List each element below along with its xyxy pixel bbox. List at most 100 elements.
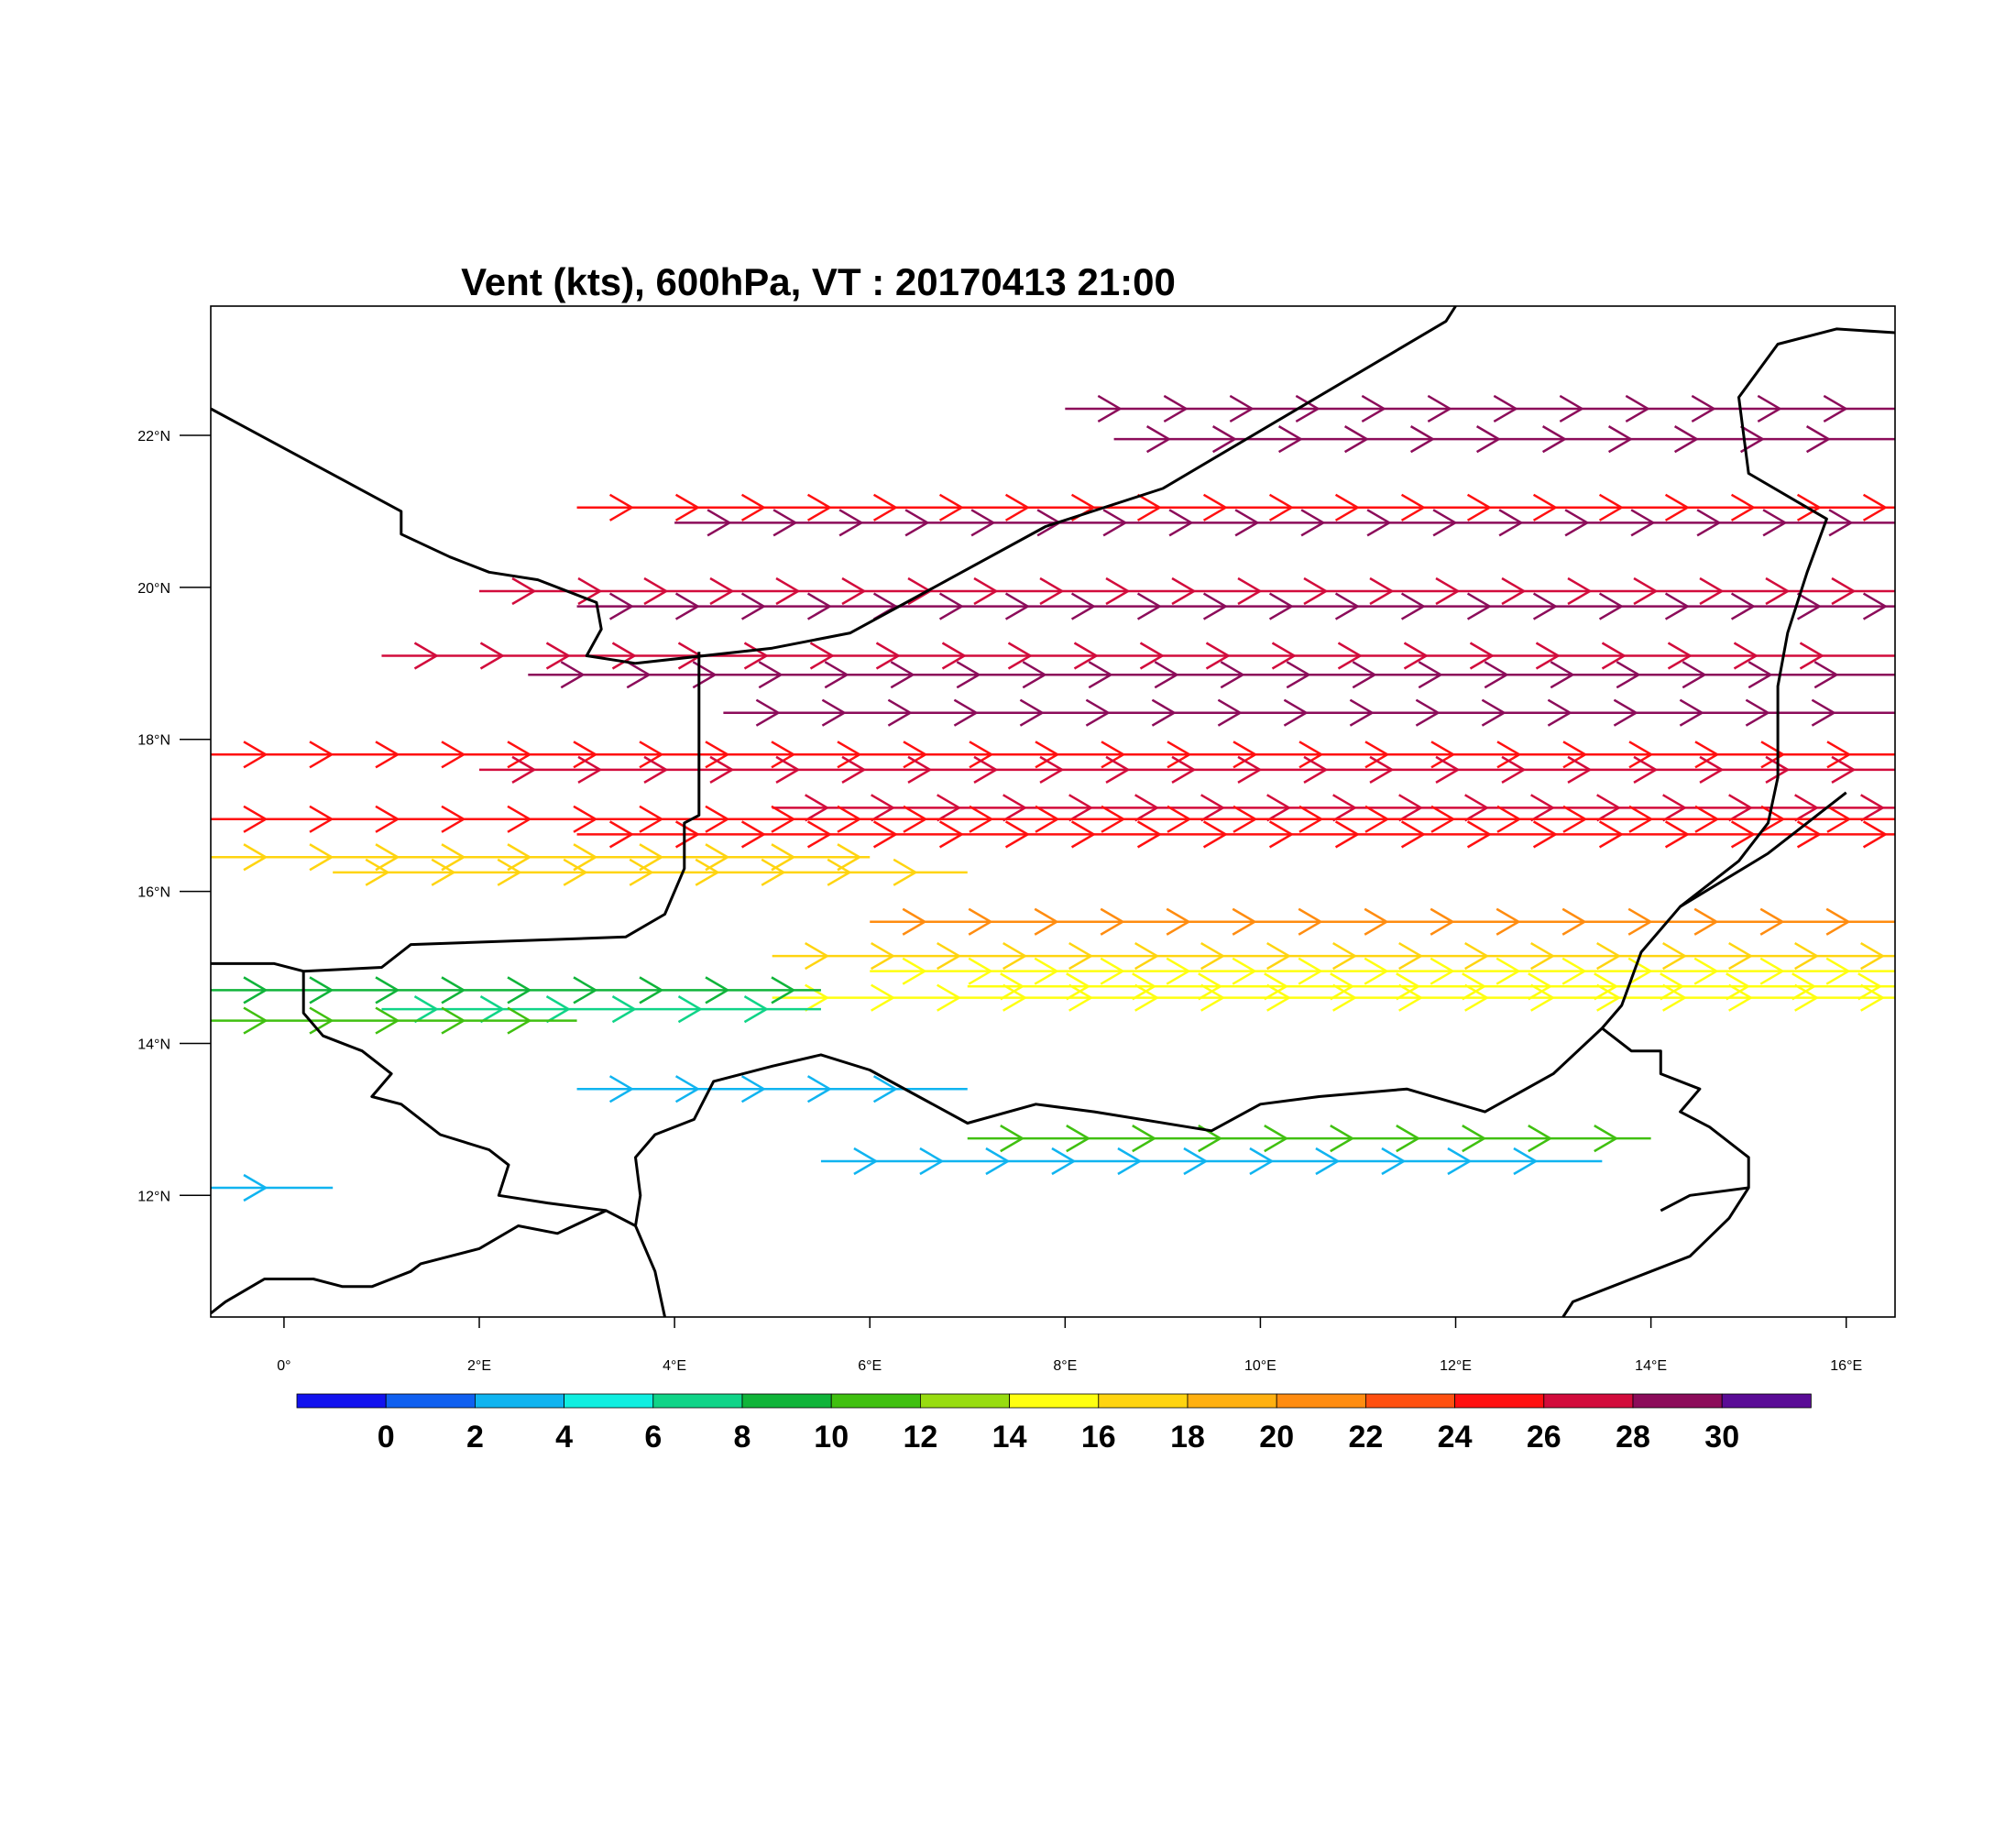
colorbar-label: 12 — [903, 1420, 937, 1454]
colorbar-label: 18 — [1170, 1420, 1205, 1454]
wind-arrow — [1796, 493, 1823, 521]
wind-arrow — [608, 820, 635, 849]
wind-arrow — [1813, 661, 1839, 689]
wind-arrow — [1332, 983, 1358, 1012]
wind-arrow — [1232, 907, 1257, 936]
wind-arrow — [1237, 576, 1263, 606]
wind-arrow — [740, 592, 767, 620]
wind-arrow — [507, 805, 532, 833]
wind-arrow — [1004, 493, 1031, 521]
wind-arrow — [1039, 576, 1065, 606]
wind-arrow — [1295, 394, 1320, 423]
wind-arrow — [1361, 394, 1386, 423]
wind-arrow — [629, 858, 654, 886]
wind-arrow — [1699, 755, 1725, 784]
wind-arrow — [1796, 592, 1823, 620]
longitude-axis: 0° 2°E 4°E 6°E 8°E 10°E 12°E 14°E 16°E — [277, 1317, 1862, 1374]
colorbar-swatch — [296, 1393, 387, 1409]
wind-arrow — [1496, 957, 1521, 985]
wind-arrow — [1823, 394, 1848, 423]
wind-arrow — [1501, 576, 1527, 606]
wind-arrow — [1151, 698, 1177, 727]
wind-arrow — [545, 642, 571, 670]
wind-arrow — [375, 1006, 400, 1035]
wind-arrow — [1860, 941, 1886, 971]
wind-arrow — [563, 858, 588, 886]
wind-arrow — [1828, 509, 1854, 537]
wind-arrow — [1364, 741, 1390, 769]
wind-arrow — [1791, 972, 1817, 1001]
wind-arrow — [1298, 957, 1323, 985]
wind-arrow — [1435, 576, 1461, 606]
wind-arrow — [243, 843, 268, 872]
wind-arrow — [677, 995, 703, 1024]
wind-arrow — [872, 1075, 899, 1103]
wind-arrow — [1132, 1125, 1157, 1153]
wind-arrow — [1598, 592, 1625, 620]
wind-arrow — [1073, 642, 1099, 670]
wind-arrow — [1562, 805, 1588, 833]
wind-arrow — [1541, 425, 1568, 454]
wind-arrow — [1607, 425, 1634, 454]
wind-arrow — [1496, 805, 1522, 833]
wind-arrow — [1167, 805, 1192, 833]
wind-arrow — [1298, 907, 1323, 936]
lon-tick-label: 6°E — [858, 1358, 882, 1374]
wind-arrow — [871, 794, 896, 822]
lon-tick-label: 0° — [277, 1358, 290, 1374]
colorbar-swatch — [1721, 1393, 1812, 1409]
wind-arrow — [1430, 907, 1455, 936]
wind-arrow — [1765, 576, 1791, 606]
wind-arrow — [639, 976, 664, 1004]
wind-arrow — [1860, 983, 1886, 1012]
wind-arrow — [1400, 592, 1427, 620]
wind-arrow — [705, 843, 730, 872]
wind-arrow — [872, 820, 899, 849]
wind-arrow — [1530, 941, 1556, 971]
wind-arrow — [1532, 820, 1559, 849]
wind-arrow — [1601, 642, 1627, 670]
wind-arrow — [1066, 972, 1091, 1001]
wind-arrow — [1349, 698, 1375, 727]
wind-arrow — [772, 509, 798, 537]
wind-arrow — [1679, 698, 1704, 727]
wind-arrow — [1364, 805, 1390, 833]
country-border — [1561, 1026, 1750, 1318]
wind-arrow — [1220, 661, 1245, 689]
wind-arrow — [1117, 1147, 1143, 1176]
wind-arrow — [1627, 907, 1653, 936]
wind-arrow — [573, 805, 598, 833]
wind-arrow — [1303, 755, 1329, 784]
wind-arrow — [743, 995, 769, 1024]
wind-arrow — [1286, 661, 1311, 689]
wind-arrow — [1298, 741, 1324, 769]
colorbar-label: 26 — [1527, 1420, 1561, 1454]
wind-arrow — [674, 592, 701, 620]
wind-arrow — [1409, 425, 1436, 454]
colorbar-label: 8 — [734, 1420, 751, 1454]
wind-arrow — [938, 493, 965, 521]
wind-arrow — [1088, 661, 1113, 689]
wind-arrow — [375, 843, 400, 872]
wind-arrow — [902, 907, 927, 936]
wind-arrow — [1662, 941, 1688, 971]
wind-arrow — [1760, 741, 1786, 769]
wind-arrow — [375, 976, 400, 1004]
colorbar-label: 20 — [1259, 1420, 1294, 1454]
wind-arrow — [1100, 957, 1125, 985]
wind-arrow — [1167, 741, 1192, 769]
wind-arrow — [761, 858, 786, 886]
wind-arrow — [907, 576, 933, 606]
wind-arrow — [479, 995, 505, 1024]
colorbar-swatch — [1454, 1393, 1545, 1409]
wind-arrow — [507, 1006, 532, 1035]
wind-arrow — [1264, 972, 1289, 1001]
wind-arrow — [1730, 820, 1757, 849]
wind-arrow — [577, 755, 603, 784]
wind-arrow — [821, 698, 847, 727]
wind-arrow — [743, 642, 769, 670]
lat-tick-label: 12°N — [137, 1189, 170, 1204]
wind-arrow — [1762, 509, 1788, 537]
country-border — [210, 1209, 666, 1318]
